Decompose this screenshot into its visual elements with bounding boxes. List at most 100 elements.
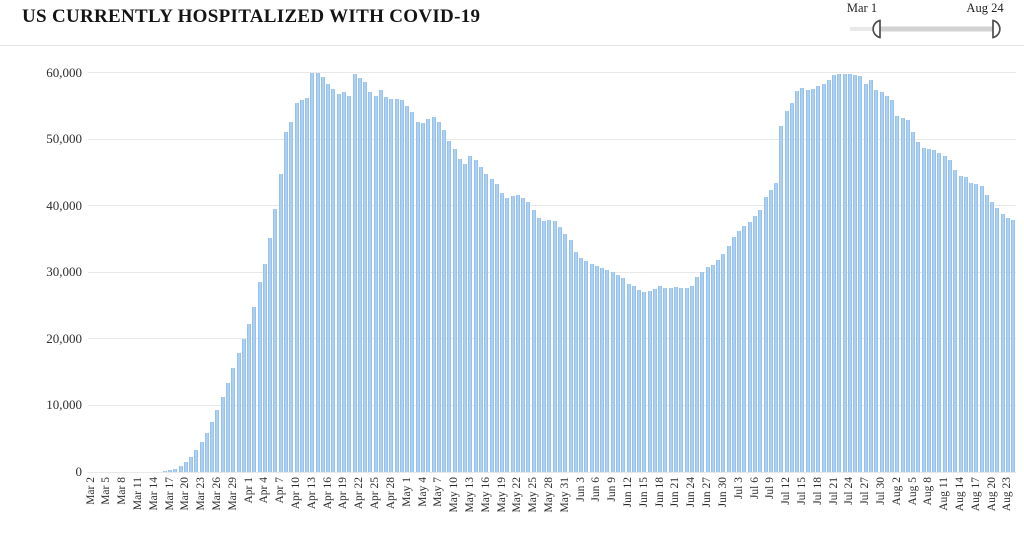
bar xyxy=(189,456,194,472)
bar xyxy=(679,288,684,472)
bar xyxy=(552,220,557,472)
bar xyxy=(890,100,895,472)
bar xyxy=(600,267,605,472)
bar xyxy=(695,276,700,472)
bar xyxy=(937,153,942,472)
x-axis-tick-label: Apr 22 xyxy=(353,477,366,510)
bar xyxy=(1005,217,1010,472)
bar xyxy=(289,121,294,472)
bar xyxy=(436,122,441,472)
bar xyxy=(515,195,520,472)
bar xyxy=(826,79,831,472)
x-axis-tick-label: Jul 18 xyxy=(811,477,824,505)
bar xyxy=(974,184,979,472)
bar xyxy=(631,286,636,472)
bar xyxy=(821,83,826,472)
bar xyxy=(220,396,225,472)
bar xyxy=(984,195,989,472)
x-axis-tick-label: Mar 5 xyxy=(100,477,113,505)
bar xyxy=(299,100,304,472)
bar xyxy=(805,89,810,472)
bar xyxy=(616,274,620,472)
x-axis-tick-label: Jul 3 xyxy=(732,477,745,500)
x-axis-tick-label: Mar 14 xyxy=(147,477,160,511)
bar xyxy=(863,83,868,472)
gridline xyxy=(88,205,1016,207)
bar xyxy=(473,159,478,472)
x-axis-tick-label: Aug 14 xyxy=(954,477,967,512)
bar xyxy=(310,73,315,472)
bar xyxy=(795,91,800,472)
bar xyxy=(921,147,926,472)
bar xyxy=(273,208,278,472)
x-axis-tick-label: Jul 24 xyxy=(843,477,856,505)
bar xyxy=(447,141,452,472)
bar xyxy=(768,190,773,472)
bar xyxy=(573,251,578,472)
bar xyxy=(731,236,736,472)
bar xyxy=(331,89,336,472)
x-axis-tick-label: Jul 6 xyxy=(748,477,761,500)
bar xyxy=(326,83,331,472)
slider-start-handle[interactable] xyxy=(872,19,881,39)
bar xyxy=(305,97,310,472)
bar xyxy=(563,233,568,472)
bar xyxy=(800,88,805,472)
x-axis-tick-label: Jul 12 xyxy=(780,477,793,505)
gridline xyxy=(88,471,1016,473)
bar xyxy=(837,74,842,472)
bar xyxy=(726,245,731,472)
x-axis-tick-label: Apr 19 xyxy=(337,477,350,510)
bar xyxy=(990,201,995,472)
bar xyxy=(278,173,283,472)
date-range-slider[interactable]: Mar 1 Aug 24 xyxy=(840,0,1024,46)
bar xyxy=(500,193,505,472)
slider-end-label: Aug 24 xyxy=(966,1,1004,15)
bar xyxy=(521,197,526,472)
bar xyxy=(900,118,905,472)
bar xyxy=(536,217,541,472)
x-axis-tick-label: Aug 8 xyxy=(922,477,935,506)
x-axis-tick-label: Aug 23 xyxy=(1001,477,1014,512)
x-axis-tick-label: May 28 xyxy=(542,477,555,513)
bar xyxy=(505,197,510,472)
x-axis-tick-label: May 22 xyxy=(511,477,524,513)
bar xyxy=(721,253,726,472)
x-axis-tick-label: Jun 9 xyxy=(606,477,619,502)
bar xyxy=(352,73,357,472)
bar xyxy=(421,123,425,472)
y-axis-tick-label: 0 xyxy=(75,464,83,479)
x-axis-tick-label: Mar 17 xyxy=(163,477,176,511)
x-axis-tick-label: May 25 xyxy=(527,477,540,513)
bar xyxy=(942,156,947,472)
bar xyxy=(378,90,383,472)
bar xyxy=(647,290,652,472)
x-axis-tick-label: Apr 10 xyxy=(290,477,303,510)
bar xyxy=(626,283,631,472)
bar xyxy=(178,466,183,472)
y-axis-tick-label: 30,000 xyxy=(46,264,82,280)
bar xyxy=(478,167,483,472)
x-axis-tick-label: Mar 2 xyxy=(84,477,97,505)
bar xyxy=(283,132,288,472)
x-axis-tick-label: Mar 11 xyxy=(131,477,144,511)
bar xyxy=(236,353,241,472)
x-axis-tick-label: Mar 26 xyxy=(210,477,223,511)
x-axis-tick-label: Jun 30 xyxy=(716,477,729,508)
bar xyxy=(442,129,447,472)
bar xyxy=(948,160,952,472)
slider-end-handle[interactable] xyxy=(992,19,1001,39)
bar xyxy=(162,471,167,472)
header-divider xyxy=(0,45,1024,46)
bar xyxy=(531,209,536,472)
bar xyxy=(621,278,626,472)
bar xyxy=(463,163,468,472)
bar xyxy=(247,324,252,472)
gridline xyxy=(88,338,1016,340)
bar xyxy=(979,186,984,472)
bar xyxy=(294,103,299,472)
